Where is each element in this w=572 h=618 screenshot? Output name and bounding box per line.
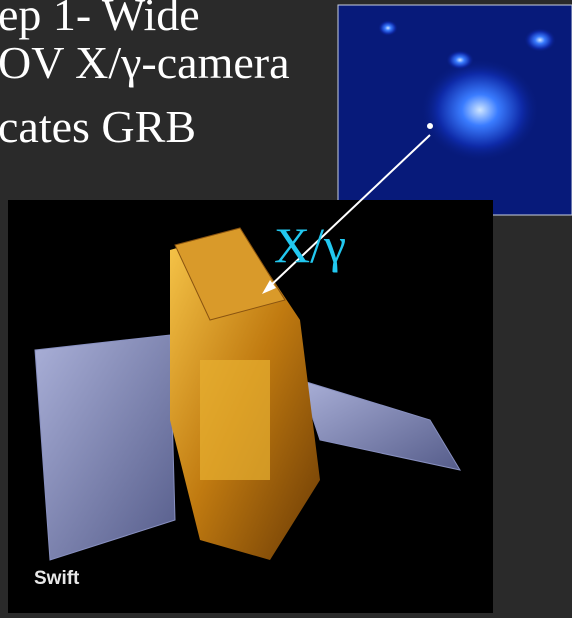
satellite-photo: Swift [8,200,493,613]
arrow [262,134,431,294]
slide-text-line: OV X/γ-camera [0,37,290,88]
slide-text-line: cates GRB [0,101,196,152]
grb-image [337,4,572,216]
photo-caption: Swift [34,568,80,589]
slide-text-line: ep 1- Wide [0,0,200,40]
arrow-label: X/γ [274,217,346,273]
